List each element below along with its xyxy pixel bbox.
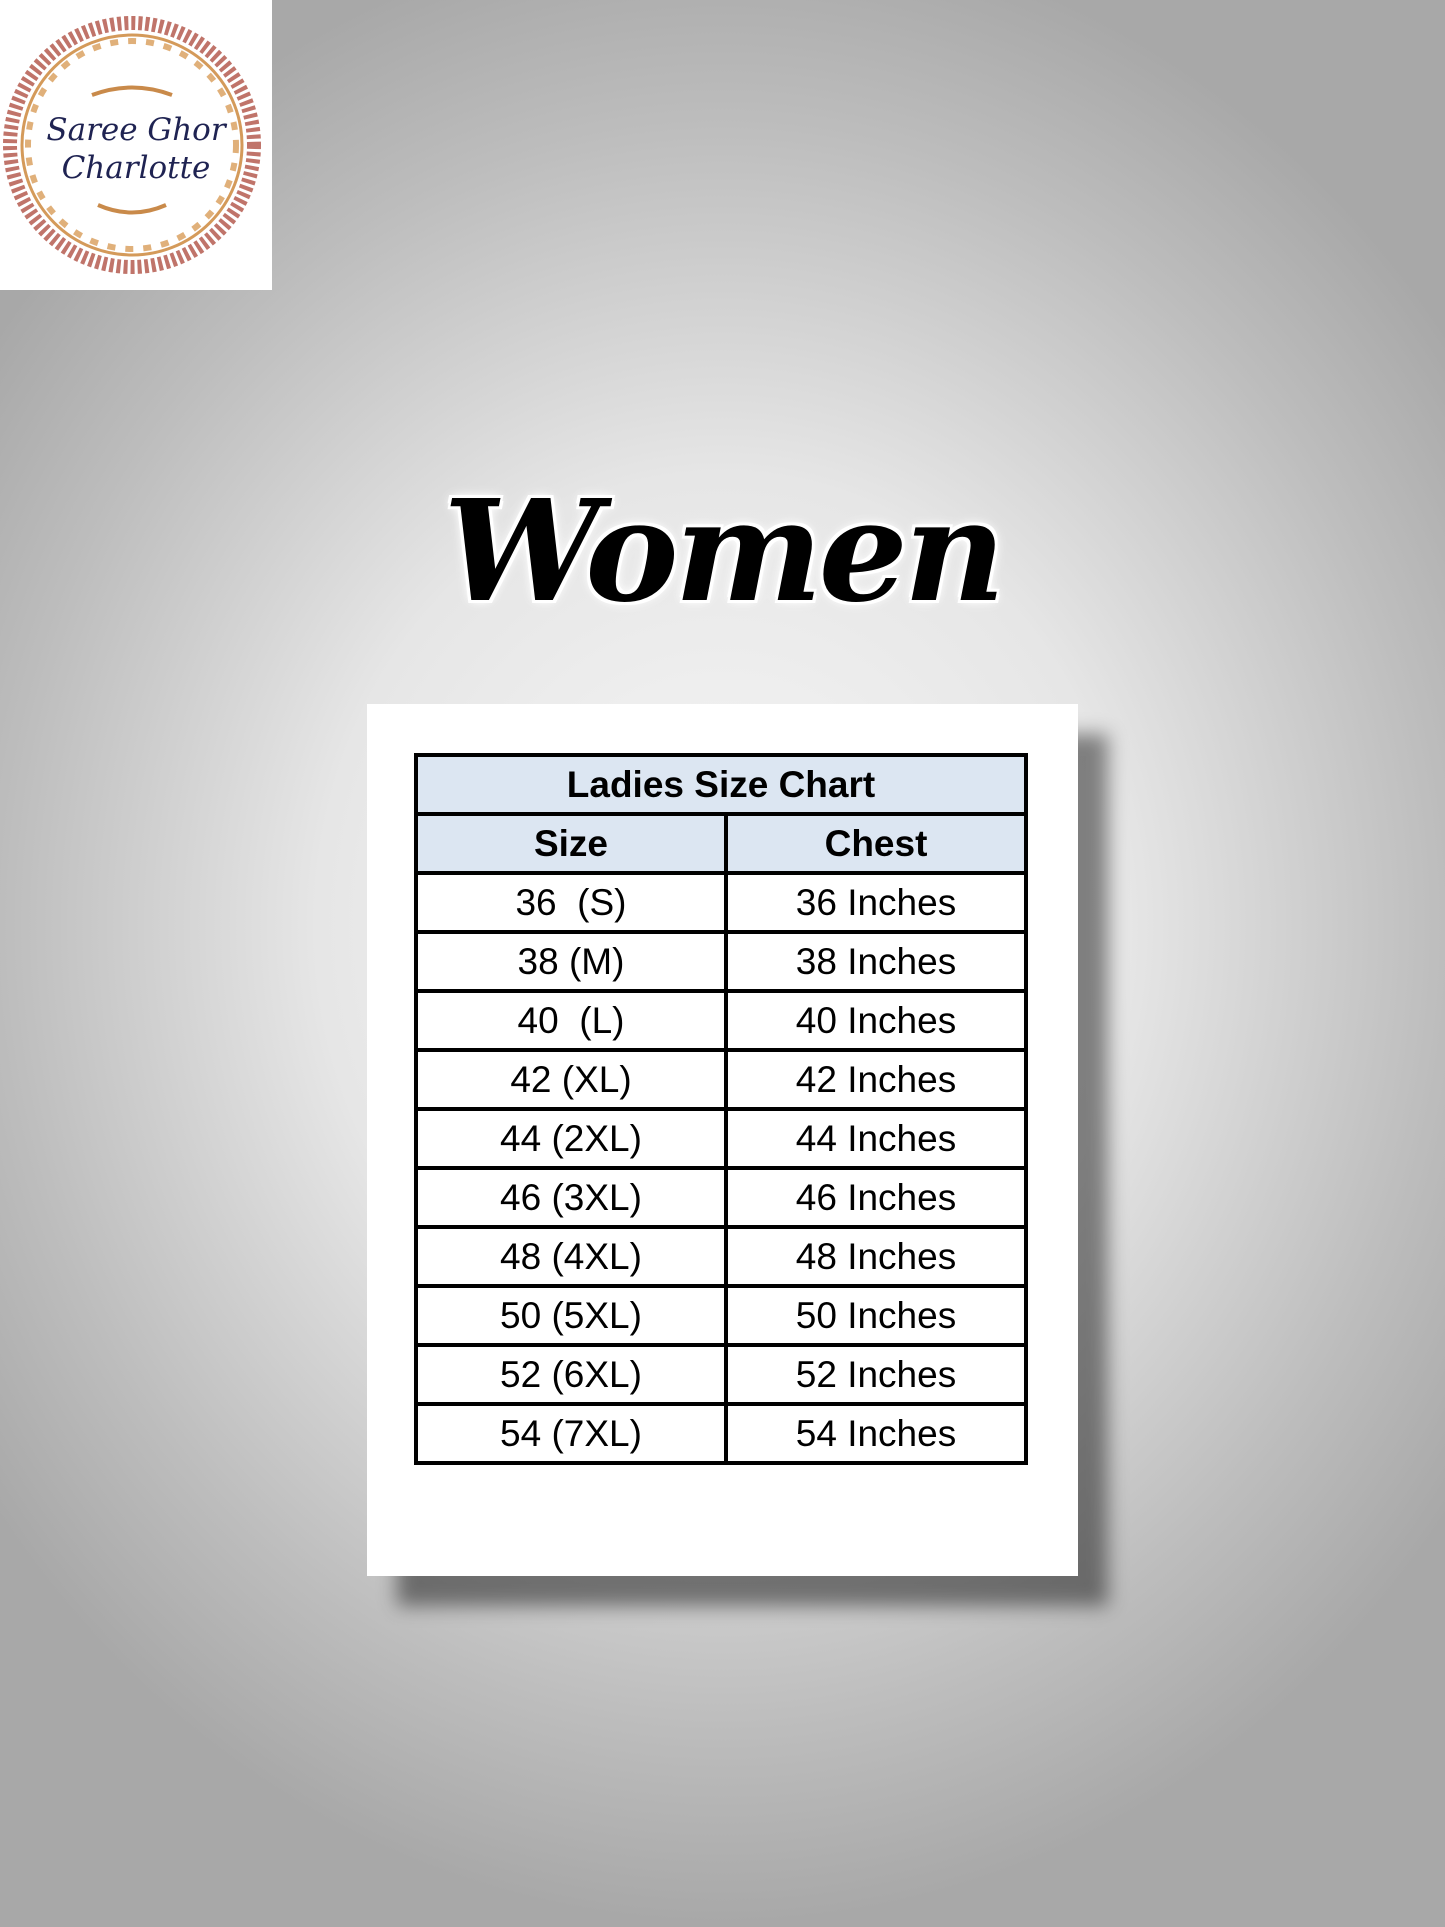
chest-cell: 44 Inches	[724, 1107, 1028, 1170]
logo-line-2: Charlotte	[61, 150, 211, 186]
table-title: Ladies Size Chart	[414, 753, 1028, 816]
size-cell: 50 (5XL)	[414, 1284, 728, 1347]
chest-cell: 48 Inches	[724, 1225, 1028, 1288]
table-row: 44 (2XL) 44 Inches	[414, 1107, 1028, 1170]
table-row: 52 (6XL) 52 Inches	[414, 1343, 1028, 1406]
chest-cell: 42 Inches	[724, 1048, 1028, 1111]
table-row: 46 (3XL) 46 Inches	[414, 1166, 1028, 1229]
column-header-chest: Chest	[724, 812, 1028, 875]
chest-cell: 38 Inches	[724, 930, 1028, 993]
table-row: 42 (XL) 42 Inches	[414, 1048, 1028, 1111]
size-cell: 54 (7XL)	[414, 1402, 728, 1465]
chest-cell: 54 Inches	[724, 1402, 1028, 1465]
table-row: 36 (S) 36 Inches	[414, 871, 1028, 934]
size-cell: 38 (M)	[414, 930, 728, 993]
size-cell: 48 (4XL)	[414, 1225, 728, 1288]
size-chart-card: Ladies Size Chart Size Chest 36 (S) 36 Inc…	[367, 704, 1078, 1576]
column-header-size: Size	[414, 812, 728, 875]
page-heading: Women	[443, 470, 1005, 634]
size-cell: 42 (XL)	[414, 1048, 728, 1111]
chest-cell: 46 Inches	[724, 1166, 1028, 1229]
size-cell: 40 (L)	[414, 989, 728, 1052]
size-cell: 52 (6XL)	[414, 1343, 728, 1406]
table-row: 50 (5XL) 50 Inches	[414, 1284, 1028, 1347]
size-chart-table: Ladies Size Chart Size Chest 36 (S) 36 Inc…	[414, 753, 1028, 1465]
chest-cell: 52 Inches	[724, 1343, 1028, 1406]
chest-cell: 36 Inches	[724, 871, 1028, 934]
table-row: 54 (7XL) 54 Inches	[414, 1402, 1028, 1465]
size-cell: 36 (S)	[414, 871, 728, 934]
chest-cell: 40 Inches	[724, 989, 1028, 1052]
table-row: 38 (M) 38 Inches	[414, 930, 1028, 993]
chest-cell: 50 Inches	[724, 1284, 1028, 1347]
ornamental-frame-icon	[3, 16, 261, 274]
logo-line-1: Saree Ghor	[46, 112, 226, 148]
brand-logo: Saree Ghor Charlotte	[0, 0, 272, 290]
size-cell: 46 (3XL)	[414, 1166, 728, 1229]
table-row: 40 (L) 40 Inches	[414, 989, 1028, 1052]
table-row: 48 (4XL) 48 Inches	[414, 1225, 1028, 1288]
size-cell: 44 (2XL)	[414, 1107, 728, 1170]
